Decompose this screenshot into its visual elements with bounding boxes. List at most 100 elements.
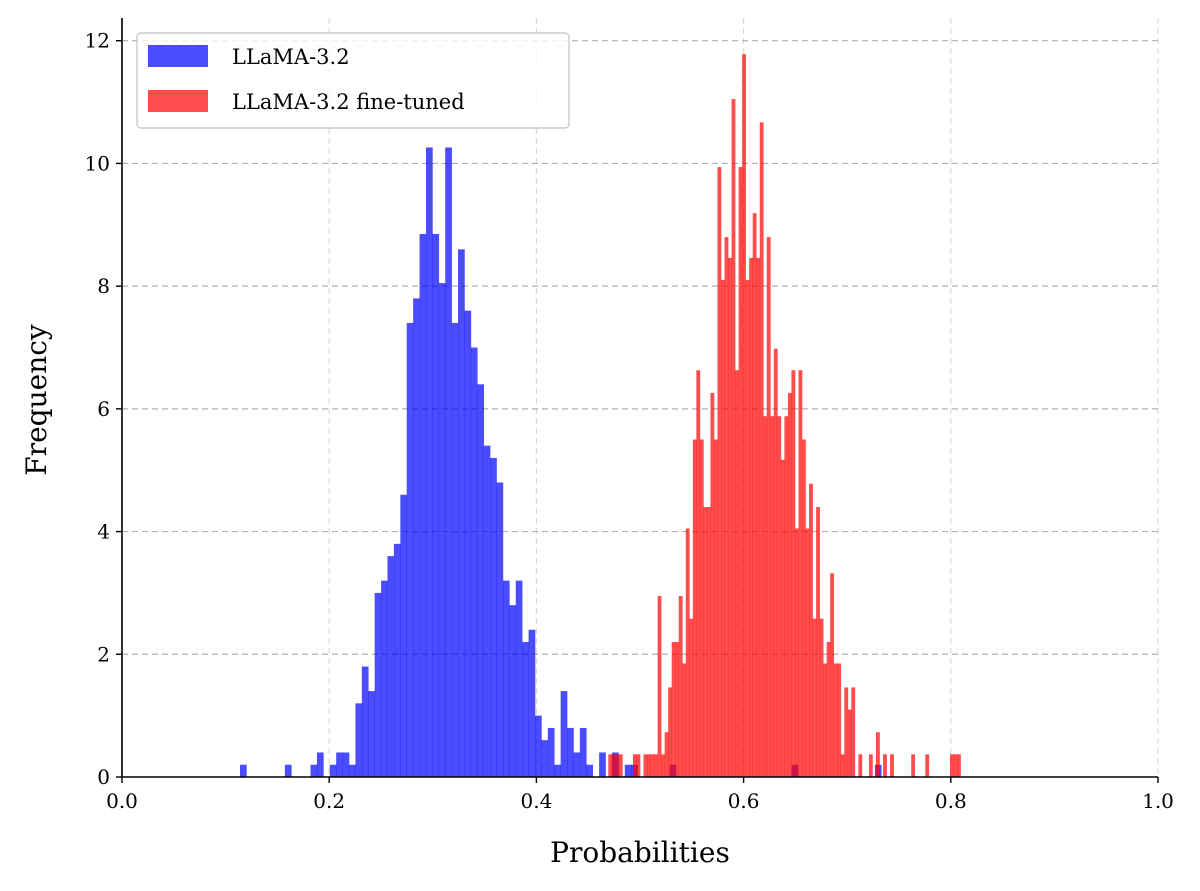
histogram-bar bbox=[413, 298, 420, 777]
histogram-bar bbox=[692, 439, 697, 777]
histogram-bar bbox=[573, 752, 581, 777]
histogram-bar bbox=[953, 754, 958, 777]
histogram-bar bbox=[650, 754, 655, 777]
histogram-bar bbox=[731, 98, 736, 777]
series-llama-finetuned bbox=[608, 54, 961, 778]
histogram-bar bbox=[445, 147, 452, 777]
histogram-bar bbox=[579, 727, 587, 777]
histogram-bar bbox=[823, 663, 827, 777]
histogram-bar bbox=[957, 754, 961, 777]
histogram-bar bbox=[851, 687, 856, 777]
histogram-bar bbox=[654, 754, 658, 777]
histogram-bar bbox=[717, 167, 722, 778]
histogram-bar bbox=[805, 528, 810, 777]
histogram-bar bbox=[458, 249, 465, 777]
histogram-bar bbox=[284, 764, 292, 777]
histogram-bar bbox=[883, 754, 887, 777]
histogram-bars bbox=[240, 54, 961, 778]
histogram-bar bbox=[699, 439, 704, 777]
histogram-bar bbox=[682, 663, 687, 777]
y-tick-label: 8 bbox=[97, 274, 110, 298]
histogram-bar bbox=[675, 642, 680, 777]
histogram-bar bbox=[400, 494, 408, 777]
histogram-bar bbox=[636, 754, 641, 777]
histogram-bar bbox=[840, 754, 845, 777]
histogram-bar bbox=[749, 257, 754, 777]
histogram-bar bbox=[738, 167, 743, 778]
histogram-bar bbox=[451, 322, 459, 777]
histogram-bar bbox=[502, 580, 510, 777]
y-tick-label: 10 bbox=[85, 151, 110, 175]
x-tick-label: 0.4 bbox=[520, 789, 552, 813]
histogram-bar bbox=[668, 687, 673, 777]
y-tick-label: 4 bbox=[97, 520, 110, 544]
histogram-bar bbox=[706, 507, 711, 777]
x-tick-label: 0.0 bbox=[106, 789, 138, 813]
histogram-bar bbox=[432, 233, 440, 777]
legend-swatch-llama bbox=[148, 45, 208, 67]
histogram-bar bbox=[791, 370, 796, 777]
histogram-bar bbox=[724, 237, 729, 777]
histogram-bar bbox=[773, 348, 778, 777]
histogram-bar bbox=[837, 663, 842, 777]
histogram-bar bbox=[710, 392, 715, 777]
axes: 0.0 0.2 0.4 0.6 0.8 1.0 0 2 4 6 8 10 12 bbox=[85, 18, 1174, 813]
legend-box bbox=[136, 32, 570, 129]
histogram-bar bbox=[812, 618, 817, 777]
histogram-bar bbox=[671, 642, 676, 777]
histogram-bar bbox=[925, 754, 930, 777]
histogram-bar bbox=[522, 642, 529, 777]
histogram-bar bbox=[657, 595, 662, 777]
histogram-bar bbox=[949, 754, 954, 777]
histogram-bar bbox=[784, 416, 789, 777]
histogram-bar bbox=[728, 257, 732, 777]
histogram-bar bbox=[777, 416, 782, 777]
histogram-bar bbox=[703, 507, 708, 777]
y-tick-label: 12 bbox=[85, 29, 110, 53]
histogram-bar bbox=[826, 642, 831, 777]
histogram-bar bbox=[310, 764, 318, 777]
histogram-bar bbox=[496, 482, 504, 777]
legend-label-llama-finetuned: LLaMA-3.2 fine-tuned bbox=[232, 90, 465, 114]
histogram-bar bbox=[664, 732, 669, 777]
histogram-bar bbox=[509, 605, 517, 777]
histogram-bar bbox=[742, 54, 746, 777]
histogram-bar bbox=[763, 416, 768, 777]
histogram-bar bbox=[833, 663, 838, 777]
histogram-bar bbox=[483, 445, 491, 777]
histogram-bar bbox=[425, 147, 433, 777]
histogram-bar bbox=[361, 666, 369, 777]
histogram-bar bbox=[780, 459, 785, 777]
histogram-bar bbox=[387, 556, 395, 777]
x-tick-label: 0.2 bbox=[313, 789, 345, 813]
histogram-bar bbox=[608, 754, 613, 777]
histogram-bar bbox=[534, 715, 542, 777]
histogram-bar bbox=[547, 727, 555, 777]
histogram-bar bbox=[611, 754, 616, 777]
histogram-bar bbox=[721, 279, 725, 777]
histogram-bar bbox=[528, 629, 536, 777]
histogram-bar bbox=[240, 764, 247, 777]
histogram-bar bbox=[735, 370, 739, 777]
x-tick-label: 0.6 bbox=[728, 789, 760, 813]
histogram-bar bbox=[349, 764, 356, 777]
histogram-bar bbox=[794, 528, 799, 777]
histogram-bar bbox=[713, 439, 718, 777]
histogram-bar bbox=[393, 543, 401, 777]
histogram-bar bbox=[541, 740, 549, 777]
histogram-bar bbox=[643, 754, 648, 777]
histogram-bar bbox=[685, 528, 690, 777]
histogram-bar bbox=[560, 691, 568, 777]
histogram-bar bbox=[911, 754, 916, 777]
legend: LLaMA-3.2 LLaMA-3.2 fine-tuned bbox=[136, 32, 570, 129]
histogram-bar bbox=[756, 257, 761, 777]
x-tick-label: 0.8 bbox=[935, 789, 967, 813]
histogram-bar bbox=[809, 483, 813, 777]
histogram-bar bbox=[355, 703, 363, 777]
histogram-bar bbox=[515, 580, 523, 777]
histogram-bar bbox=[374, 592, 382, 777]
histogram-bar bbox=[858, 754, 863, 777]
histogram-bar bbox=[477, 384, 484, 777]
histogram-bar bbox=[678, 595, 683, 777]
histogram-bar bbox=[470, 347, 478, 777]
